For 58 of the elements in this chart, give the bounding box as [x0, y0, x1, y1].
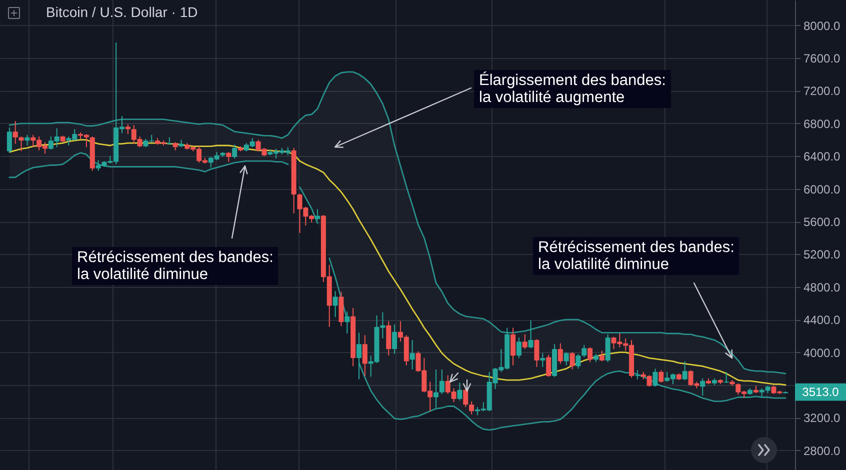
candlestick: [332, 290, 338, 318]
y-tick-label: 4000.0: [804, 346, 841, 360]
candlestick: [439, 368, 444, 394]
candlestick: [522, 334, 528, 350]
candlestick: [658, 370, 664, 384]
candlestick: [362, 334, 368, 376]
candlestick: [457, 382, 462, 402]
line-series: [8, 71, 786, 374]
candlestick: [125, 124, 130, 135]
candlestick: [576, 353, 581, 370]
y-tick-label: 5200.0: [804, 248, 841, 262]
candlestick: [315, 208, 320, 220]
y-tick-label: 7200.0: [804, 84, 841, 98]
y-tick-label: 6400.0: [804, 150, 841, 164]
candlestick: [469, 400, 474, 415]
candlestick: [410, 340, 415, 370]
candlestick: [652, 368, 658, 388]
y-tick-label: 6800.0: [804, 116, 841, 131]
y-tick-label: 7600.0: [804, 52, 841, 66]
y-tick-label: 5600.0: [804, 215, 841, 230]
candlestick: [510, 327, 516, 366]
candlestick: [599, 350, 604, 362]
annotation: Rétrécissement des bandes: la volatilité diminue: [533, 237, 740, 275]
annotation: Élargissement des bandes: la volatilité augmente: [474, 70, 671, 108]
candlestick: [226, 152, 232, 162]
candlestick: [6, 127, 12, 154]
candlestick: [682, 360, 688, 381]
candlestick: [24, 134, 30, 146]
candlestick: [232, 144, 238, 160]
text: 3513.0: [802, 385, 840, 400]
candlestick: [528, 320, 534, 349]
candlestick: [356, 332, 362, 380]
candlestick: [386, 320, 392, 356]
candlestick: [564, 352, 569, 366]
candlestick: [540, 352, 546, 368]
candlestick: [588, 346, 593, 363]
y-tick-label: 4400.0: [804, 313, 841, 328]
y-tick-label: 3200.0: [804, 411, 841, 426]
candlestick: [605, 334, 610, 363]
candlestick: [344, 310, 350, 334]
candlestick: [516, 337, 522, 359]
candlestick: [724, 371, 729, 384]
candlestick: [18, 136, 24, 152]
y-tick-label: 6000.0: [804, 182, 841, 196]
candlestick: [546, 354, 552, 378]
candlestick: [434, 368, 439, 408]
candlestick: [12, 120, 18, 144]
candlestick: [700, 378, 706, 396]
y-tick-label: 2800.0: [804, 444, 841, 458]
candlestick: [582, 344, 587, 358]
candlestick: [570, 352, 575, 370]
y-tick-label: 8000.0: [804, 18, 841, 33]
candlestick: [558, 342, 563, 364]
chart-title: Bitcoin / U.S. Dollar · 1D: [46, 4, 198, 20]
annotation: Rétrécissement des bandes: la volatilité diminue: [72, 247, 278, 285]
candlestick: [392, 324, 398, 354]
y-tick-label: 4800.0: [804, 280, 841, 294]
candlestick: [534, 338, 540, 368]
